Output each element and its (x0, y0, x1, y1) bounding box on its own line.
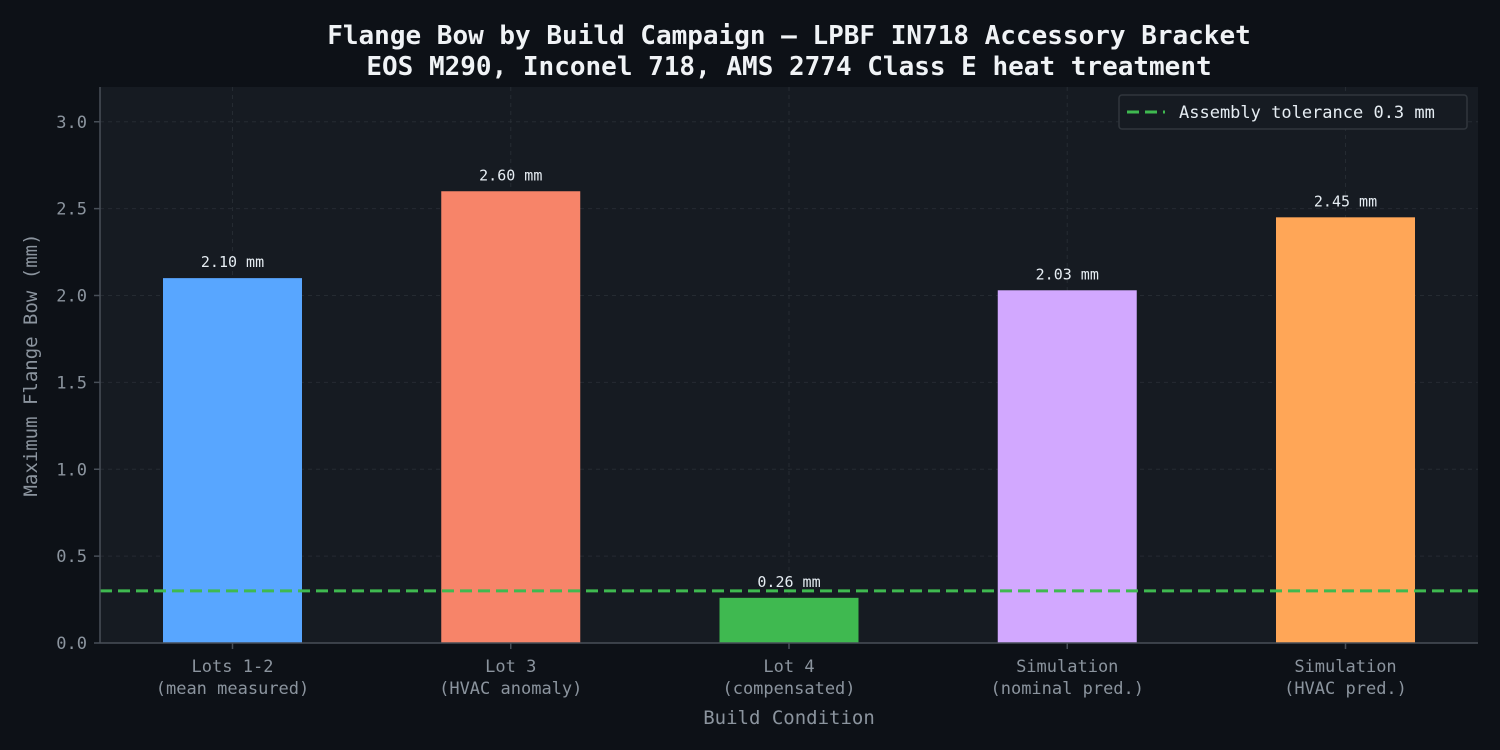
labels: 0.0 0.5 1.0 1.5 2.0 2.5 3.0 2.10 mm Lots 1-2(mea… (56, 113, 1407, 699)
y-tick-label: 0.5 (56, 547, 87, 567)
bar (997, 290, 1137, 643)
bar (1276, 217, 1415, 643)
axes (94, 87, 1478, 649)
x-tick-label: Lot 3 (485, 657, 536, 677)
bar-value-label: 2.60 mm (479, 166, 542, 184)
grid-lines (100, 87, 1478, 643)
x-tick-label: (compensated) (722, 679, 855, 699)
y-tick-label: 1.0 (56, 460, 87, 480)
x-tick-label: Simulation (1016, 657, 1118, 677)
legend: Assembly tolerance 0.3 mm (1118, 94, 1468, 130)
bar-value-label: 2.03 mm (1036, 265, 1099, 283)
y-tick-label: 2.0 (56, 287, 87, 307)
bar (441, 191, 581, 643)
y-axis-label: Maximum Flange Bow (mm) (20, 233, 42, 496)
legend-box (1118, 94, 1468, 130)
chart-subtitle: EOS M290, Inconel 718, AMS 2774 Class E … (366, 52, 1211, 82)
bar-value-label: 2.10 mm (201, 253, 264, 271)
y-tick-label: 1.5 (56, 373, 87, 393)
bar (719, 597, 859, 643)
y-tick-label: 2.5 (56, 200, 87, 220)
y-tick-label: 0.0 (56, 634, 87, 654)
x-tick-label: (mean measured) (156, 679, 310, 699)
x-tick-label: Lots 1-2 (192, 657, 274, 677)
x-tick-label: (HVAC anomaly) (439, 679, 582, 699)
x-tick-label: (HVAC pred.) (1284, 679, 1407, 699)
x-tick-label: Lot 4 (763, 657, 814, 677)
x-tick-label: Simulation (1294, 657, 1396, 677)
x-tick-label: (nominal pred.) (990, 679, 1144, 699)
x-axis-label: Build Condition (703, 707, 875, 729)
bar (163, 278, 302, 643)
chart-title: Flange Bow by Build Campaign — LPBF IN71… (327, 21, 1251, 51)
bar-value-label: 0.26 mm (757, 573, 820, 591)
legend-entry-tolerance: Assembly tolerance 0.3 mm (1179, 103, 1435, 123)
y-tick-label: 3.0 (56, 113, 87, 133)
bars (163, 191, 1415, 643)
plot-area (100, 87, 1478, 643)
bar-value-label: 2.45 mm (1314, 192, 1377, 210)
